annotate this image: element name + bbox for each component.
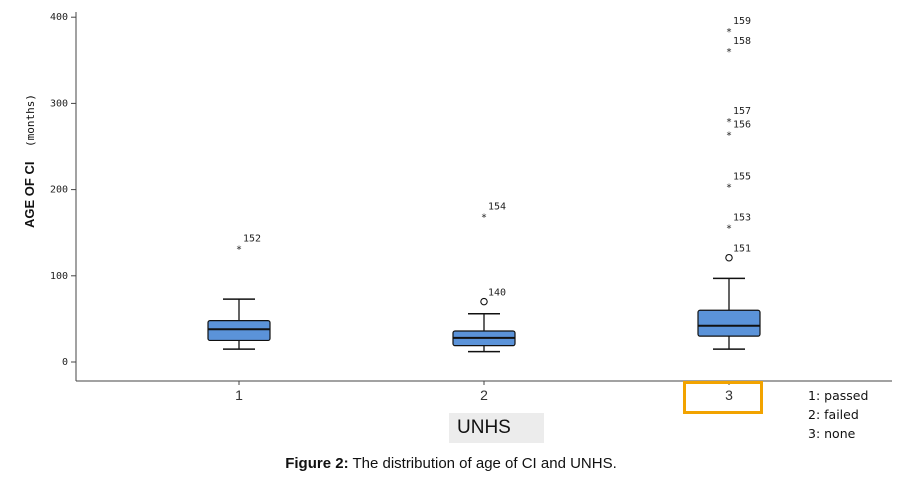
outlier-label: 158 (733, 36, 751, 47)
y-tick-label: 300 (50, 98, 68, 109)
y-axis-unit: (months) (24, 94, 37, 147)
legend-item: 1: passed (808, 388, 869, 403)
outlier-star: * (726, 47, 732, 58)
legend-item: 2: failed (808, 407, 859, 422)
outlier-label: 156 (733, 120, 751, 131)
outlier-circle (725, 253, 733, 262)
box-group: 151*153*155*156*157*158*159 (697, 16, 761, 350)
x-tick-label: 2 (480, 387, 488, 403)
x-axis-label: UNHS (449, 413, 544, 443)
caption-text: The distribution of age of CI and UNHS. (348, 455, 617, 472)
outlier-star: * (726, 117, 732, 128)
y-tick-label: 0 (62, 357, 68, 368)
outlier-label: 153 (733, 213, 751, 224)
box-group: *152 (207, 233, 271, 350)
outlier-label: 151 (733, 244, 751, 255)
highlight-frame (683, 381, 763, 414)
y-axis-label: AGE OF CI (22, 162, 37, 228)
y-ticks: 0 100 200 300 400 (50, 12, 76, 368)
y-tick-label: 200 (50, 185, 68, 196)
x-ticks: 1 2 3 (235, 381, 733, 403)
outlier-star: * (726, 131, 732, 142)
y-tick-label: 100 (50, 271, 68, 282)
outlier-star: * (726, 224, 732, 235)
caption-prefix: Figure 2: (285, 455, 349, 472)
outlier-label: 159 (733, 16, 751, 27)
outlier-label: 157 (733, 106, 751, 117)
outlier-star: * (236, 244, 242, 255)
outlier-label: 155 (733, 171, 751, 182)
outlier-star: * (481, 212, 487, 223)
y-tick-label: 400 (50, 12, 68, 23)
figure-caption: Figure 2: The distribution of age of CI … (0, 455, 902, 472)
outlier-circle (480, 297, 488, 306)
legend: 1: passed 2: failed 3: none (808, 386, 868, 443)
outlier-label: 154 (488, 201, 506, 212)
iqr-box (697, 309, 761, 337)
x-tick-label: 1 (235, 387, 243, 403)
legend-item: 3: none (808, 426, 856, 441)
outlier-label: 152 (243, 233, 261, 244)
box-group: 140 *154 (452, 201, 516, 353)
outlier-label: 140 (488, 288, 506, 299)
iqr-box (207, 320, 271, 342)
outlier-star: * (726, 27, 732, 38)
outlier-star: * (726, 182, 732, 193)
x-tick-label: 3 (725, 387, 733, 403)
